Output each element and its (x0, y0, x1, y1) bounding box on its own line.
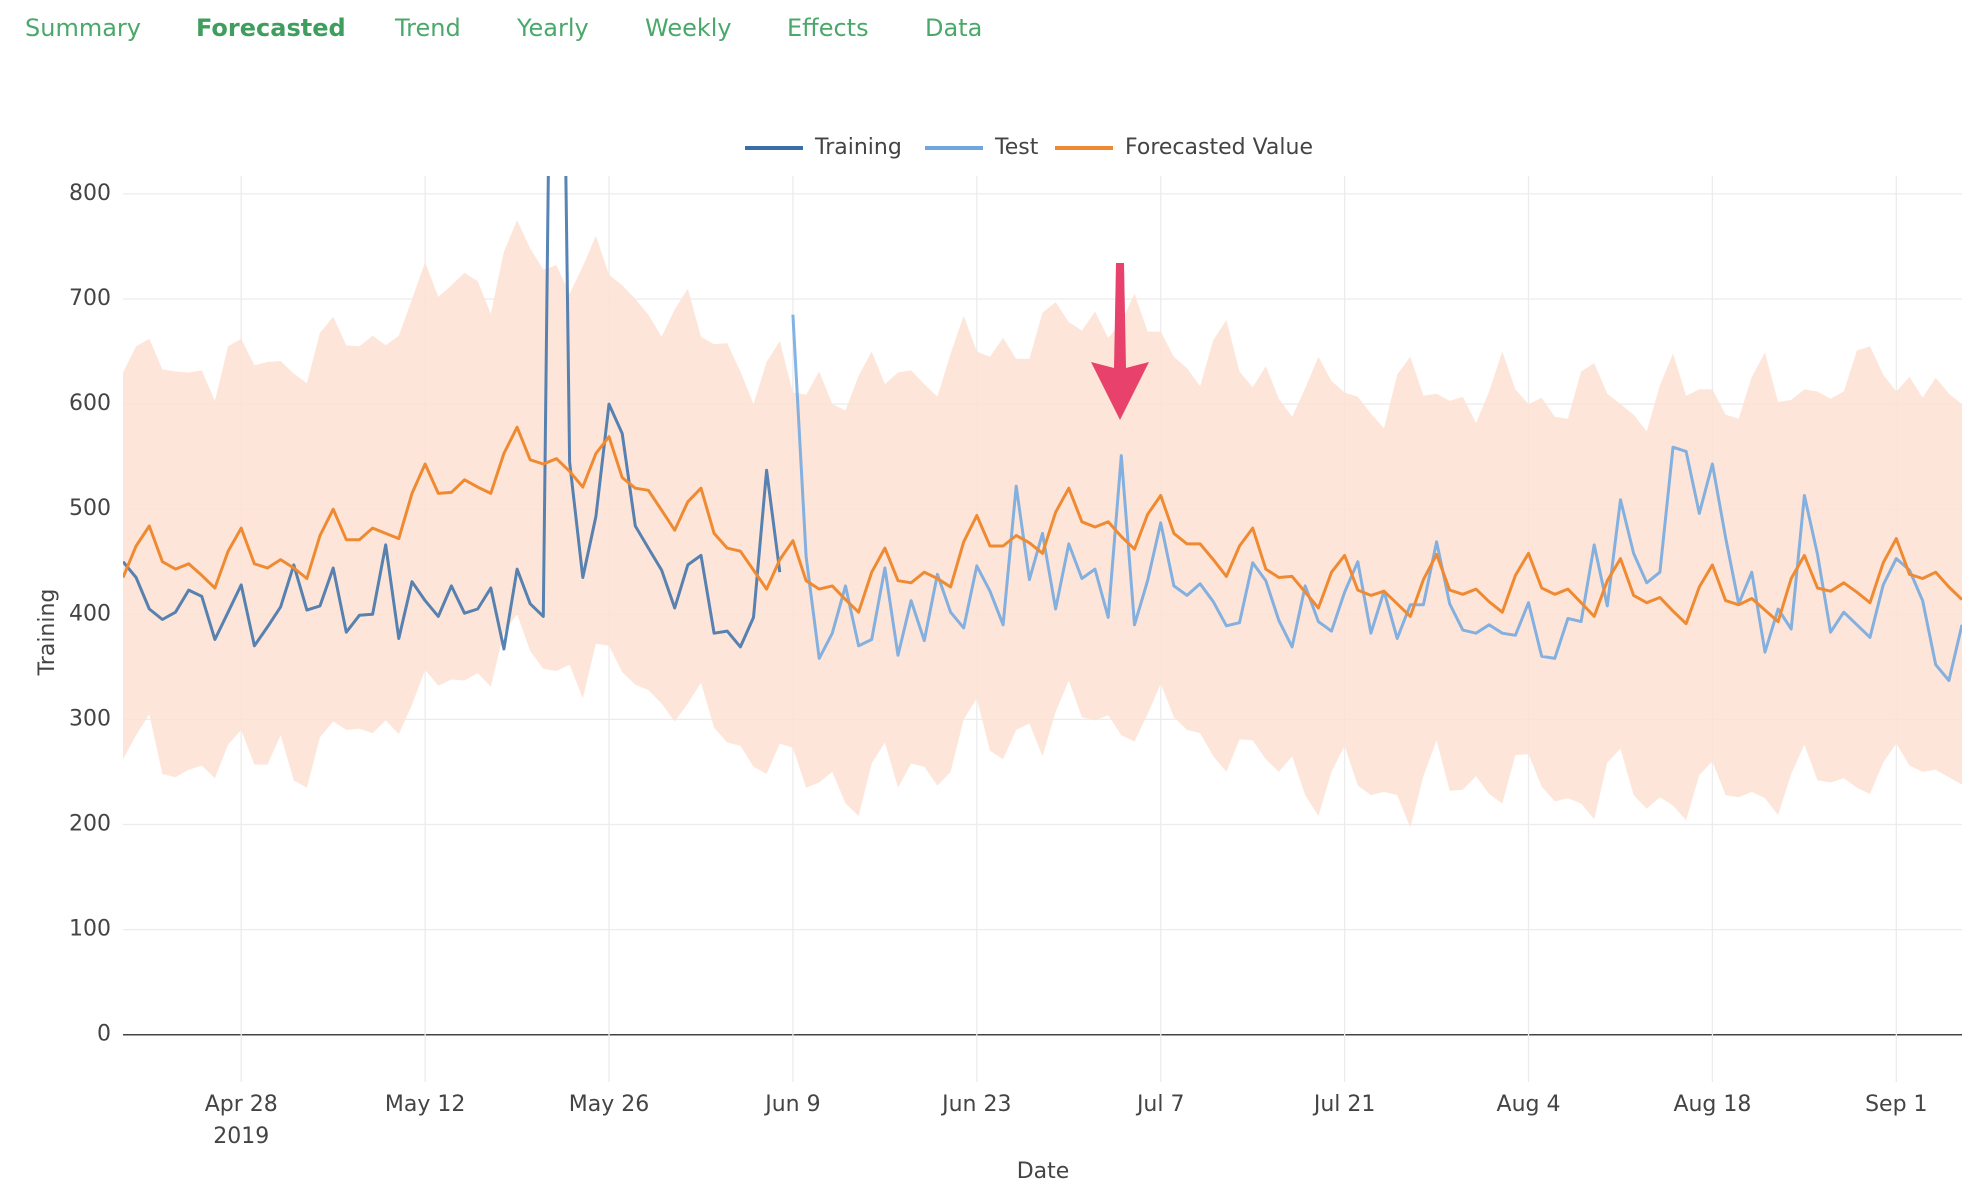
y-tick-label: 400 (69, 601, 111, 626)
band-layer (123, 220, 1962, 828)
y-tick-label: 800 (69, 181, 111, 206)
x-tick-label: Aug 4 (1497, 1092, 1561, 1117)
y-tick-label: 200 (69, 811, 111, 836)
x-tick-label: Jun 9 (763, 1092, 820, 1117)
x-tick-label: May 26 (569, 1092, 649, 1117)
x-tick-label: May 12 (385, 1092, 465, 1117)
annotation-arrow (1091, 263, 1149, 420)
line-layer (123, 176, 1962, 682)
tab[interactable]: Summary (25, 14, 141, 42)
series-line (123, 425, 1962, 626)
y-axis-title: Training (35, 589, 60, 677)
series-line (791, 314, 1962, 682)
series-line (123, 176, 782, 651)
y-tick-label: 0 (97, 1022, 111, 1047)
tab[interactable]: Effects (787, 14, 869, 42)
tab[interactable]: Forecasted (196, 14, 346, 42)
x-tick-label: Jul 21 (1312, 1092, 1376, 1117)
y-tick-label: 500 (69, 496, 111, 521)
x-tick-label: Apr 28 (205, 1092, 278, 1117)
tab[interactable]: Yearly (517, 14, 589, 42)
x-tick-label: Jul 7 (1135, 1092, 1185, 1117)
y-tick-label: 600 (69, 391, 111, 416)
y-tick-label: 100 (69, 917, 111, 942)
tab[interactable]: Trend (395, 14, 461, 42)
legend-label: Test (994, 135, 1039, 160)
legend-label: Forecasted Value (1125, 135, 1313, 160)
x-axis-title: Date (1017, 1159, 1070, 1184)
x-tick-sublabel: 2019 (213, 1124, 269, 1149)
labels: 0 100 200 300 400 500 600 700 800 Apr 28 2019 May 1… (69, 135, 1928, 1149)
y-tick-label: 300 (69, 706, 111, 731)
x-tick-label: Sep 1 (1865, 1092, 1927, 1117)
y-tick-label: 700 (69, 286, 111, 311)
legend-label: Training (814, 135, 902, 160)
forecast-band (123, 220, 1962, 828)
tab[interactable]: Weekly (645, 14, 732, 42)
x-tick-label: Aug 18 (1673, 1092, 1751, 1117)
tab[interactable]: Data (925, 14, 983, 42)
x-tick-label: Jun 23 (940, 1092, 1011, 1117)
